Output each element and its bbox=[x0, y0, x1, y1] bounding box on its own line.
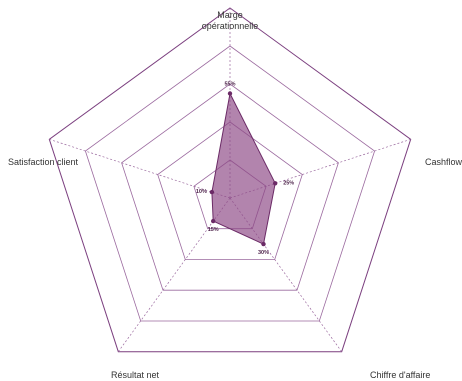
data-area bbox=[211, 91, 276, 245]
data-points bbox=[209, 91, 278, 247]
value-label: 30% bbox=[258, 250, 269, 256]
data-point bbox=[211, 218, 216, 224]
axis-label: Chiffre d'affaire bbox=[370, 370, 430, 380]
axis-label: Marge opérationnelle bbox=[202, 10, 259, 31]
grid-ring bbox=[48, 7, 412, 353]
radar-grid bbox=[48, 7, 412, 353]
value-label: 15% bbox=[208, 227, 219, 233]
data-area-group bbox=[211, 91, 276, 245]
grid-ring bbox=[157, 121, 303, 260]
axis-label: Satisfaction client bbox=[8, 157, 79, 167]
axis-label: Résultat net bbox=[111, 370, 160, 380]
axis-labels: Marge opérationnelle Cashflow Chiffre d'aff… bbox=[8, 10, 462, 380]
data-point bbox=[273, 181, 278, 186]
axis-label: Cashflow bbox=[425, 157, 462, 167]
grid-ring bbox=[84, 45, 376, 322]
grid-ring bbox=[121, 83, 339, 291]
value-label: 25% bbox=[283, 180, 294, 186]
value-label: 10% bbox=[196, 189, 207, 195]
data-point bbox=[209, 189, 215, 195]
data-point bbox=[261, 241, 266, 247]
value-labels: 55% 25% 30% 15% 10% bbox=[196, 82, 294, 257]
data-point bbox=[227, 91, 233, 96]
value-label: 55% bbox=[224, 82, 235, 88]
